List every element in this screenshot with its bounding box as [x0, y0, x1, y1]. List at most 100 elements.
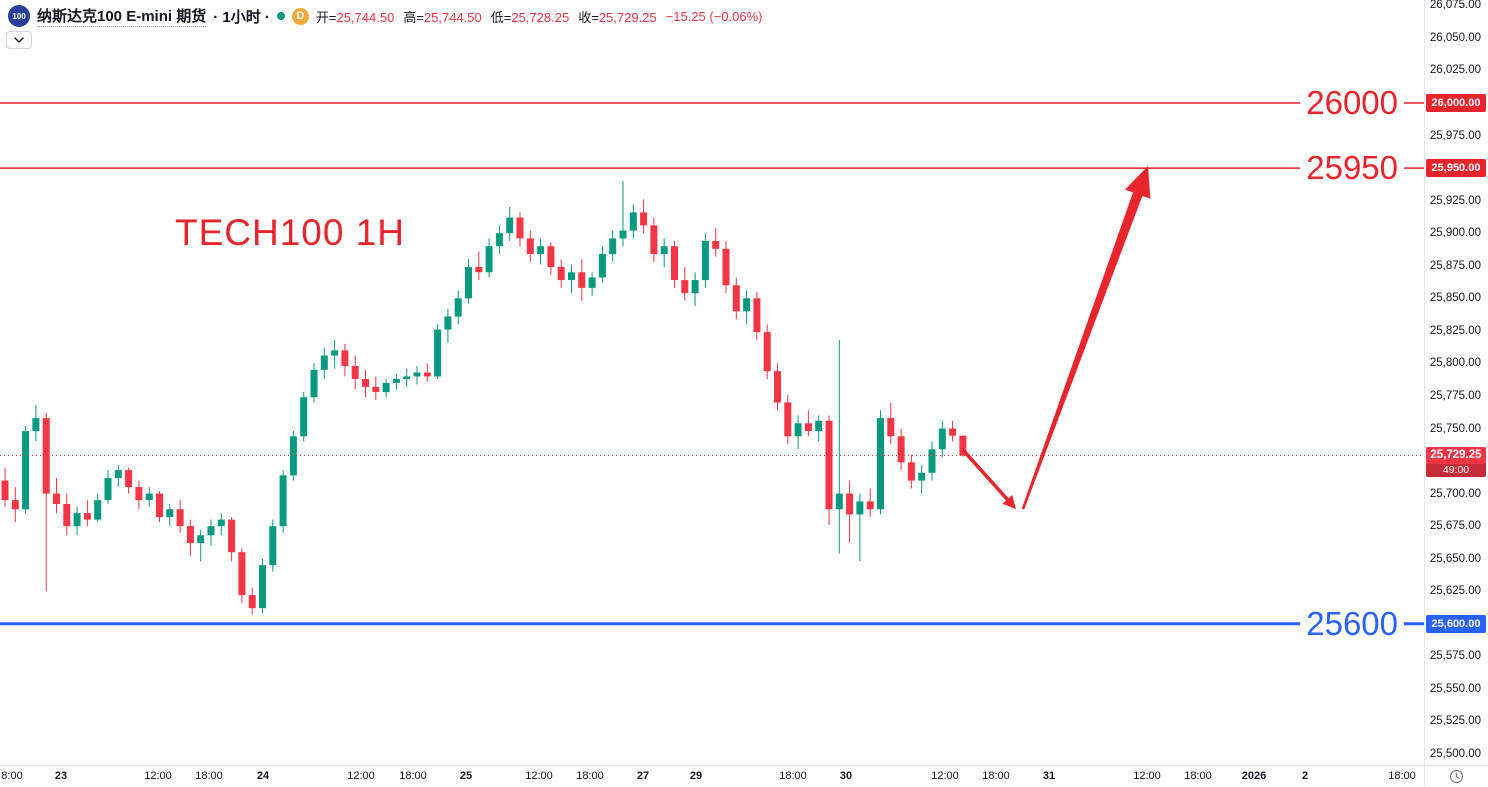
candle-body: [629, 212, 637, 231]
candle-body: [156, 493, 163, 518]
candlestick-chart[interactable]: [0, 0, 1424, 765]
candle-body: [465, 267, 472, 299]
candle-body: [166, 509, 174, 518]
candle-body: [331, 350, 339, 356]
time-axis-label: 27: [636, 770, 650, 782]
candle-body: [794, 423, 802, 437]
candle-body: [732, 285, 740, 312]
last-price-badge: 25,729.25 49:00: [1426, 446, 1486, 477]
price-axis-label: 25,850.00: [1429, 292, 1481, 305]
candle-body: [434, 329, 442, 377]
bar-countdown: 49:00: [1426, 463, 1486, 477]
chart-text-annotation[interactable]: TECH100 1H: [175, 212, 406, 253]
candle-body: [815, 420, 823, 432]
candle-body: [475, 267, 483, 273]
candle-body: [609, 238, 617, 255]
candle-body: [877, 418, 884, 510]
candle-body: [887, 418, 895, 437]
price-axis-label: 25,550.00: [1429, 682, 1481, 695]
candle-body: [362, 379, 369, 387]
time-axis-label: 12:00: [931, 770, 959, 782]
candle-body: [866, 501, 874, 510]
candle-body: [526, 238, 534, 255]
axis-corner: [1424, 765, 1488, 786]
candle-body: [949, 428, 957, 436]
candle-body: [176, 509, 184, 527]
time-axis-label: 24: [256, 770, 270, 782]
candle-body: [753, 298, 761, 333]
resistance-level-label[interactable]: 25950: [1300, 147, 1404, 190]
support-level-label[interactable]: 25600: [1300, 602, 1404, 645]
candle-body: [537, 246, 545, 255]
candle-body: [804, 423, 812, 432]
price-axis-label: 25,925.00: [1429, 194, 1481, 207]
symbol-logo-icon: 100: [8, 5, 30, 27]
symbol-name-button[interactable]: 纳斯达克100 E-mini 期货: [37, 5, 207, 27]
price-level-badge: 25,950.00: [1426, 159, 1486, 178]
candle-body: [495, 233, 503, 247]
candle-body: [959, 435, 967, 456]
candle-body: [392, 379, 400, 383]
delayed-data-badge[interactable]: D: [291, 7, 309, 25]
candle-body: [186, 526, 194, 544]
time-axis-label: 29: [689, 770, 703, 782]
candle-body: [835, 493, 843, 510]
time-axis-label: 18:00: [399, 770, 427, 782]
candle-body: [444, 316, 452, 330]
open-label: 开=: [315, 9, 337, 25]
candle-body: [650, 225, 658, 255]
price-axis[interactable]: 26,075.00 26,050.00 26,025.00 26,000.00 25,9…: [1424, 0, 1488, 765]
price-axis-label: 25,875.00: [1429, 259, 1481, 272]
price-axis-label: 26,025.00: [1429, 64, 1481, 77]
price-axis-label: 25,700.00: [1429, 487, 1481, 500]
collapse-header-button[interactable]: [6, 31, 32, 49]
candle-body: [1, 480, 9, 501]
candle-body: [506, 217, 514, 234]
candle-body: [454, 298, 462, 317]
candle-body: [598, 254, 606, 278]
candle-body: [413, 372, 421, 377]
candle-body: [32, 418, 40, 432]
time-axis-label: 23: [54, 770, 68, 782]
open-value: 25,744.50: [336, 9, 395, 25]
candle-body: [382, 382, 390, 393]
candle-body: [341, 350, 349, 367]
price-axis-label: 25,975.00: [1429, 129, 1481, 142]
candle-body: [774, 371, 781, 403]
candle-body: [94, 500, 102, 520]
candle-body: [671, 246, 678, 281]
candle-body: [660, 246, 668, 255]
price-level-badge: 25,600.00: [1426, 614, 1486, 633]
price-axis-label: 25,575.00: [1429, 650, 1481, 663]
candle-body: [784, 402, 792, 437]
price-axis-label: 26,050.00: [1429, 31, 1481, 44]
chart-canvas[interactable]: TECH100 1H 100 纳斯达克100 E-mini 期货 · 1小时 ·…: [0, 0, 1424, 765]
price-level-badge: 26,000.00: [1426, 94, 1486, 112]
price-axis-label: 25,775.00: [1429, 389, 1481, 402]
timezone-clock-icon[interactable]: [1449, 769, 1464, 784]
pullback-arrow[interactable]: [961, 448, 1016, 509]
resistance-level-label[interactable]: 26000: [1300, 82, 1404, 124]
time-axis-label: 31: [1042, 770, 1056, 782]
candle-body: [372, 386, 380, 393]
candle-body: [125, 470, 133, 488]
candle-body: [423, 372, 431, 377]
candle-body: [300, 397, 308, 437]
price-axis-label: 25,825.00: [1429, 324, 1481, 337]
time-axis-label: 2: [1301, 770, 1309, 782]
time-axis-label: 12:00: [144, 770, 172, 782]
candle-body: [83, 513, 91, 520]
price-axis-label: 25,500.00: [1429, 748, 1481, 760]
candle-body: [907, 462, 915, 481]
price-axis-label: 25,750.00: [1429, 422, 1481, 435]
price-axis-label: 25,675.00: [1429, 520, 1481, 533]
candle-body: [145, 493, 153, 501]
time-axis[interactable]: 8:00 23 12:00 18:00 24 12:00 18:00 25 12:00 18:00…: [0, 765, 1424, 786]
time-axis-label: 18:00: [195, 770, 223, 782]
price-axis-label: 26,075.00: [1429, 0, 1481, 12]
time-axis-label: 18:00: [1184, 770, 1212, 782]
candle-body: [228, 519, 236, 553]
candle-body: [763, 332, 771, 372]
price-axis-label: 25,650.00: [1429, 552, 1481, 565]
rally-arrow[interactable]: [1021, 166, 1151, 510]
